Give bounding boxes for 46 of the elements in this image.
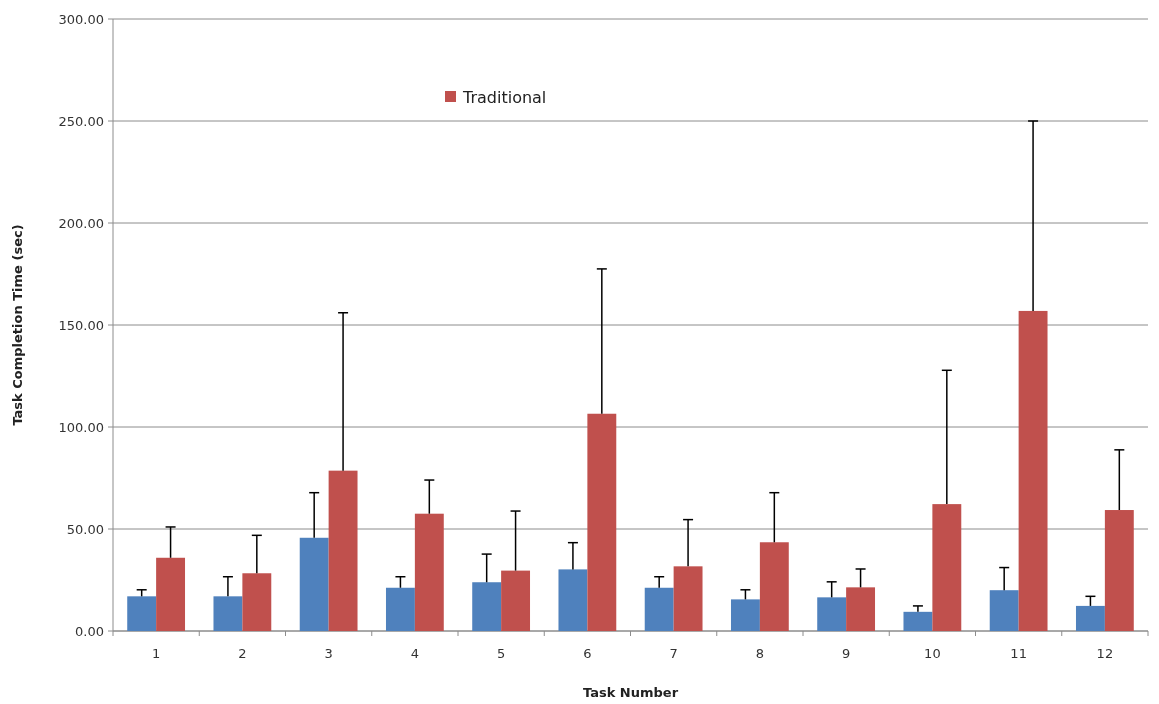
- x-tick-label: 4: [410, 646, 420, 661]
- x-axis-title: Task Number: [582, 685, 679, 700]
- x-tick-label: 9: [841, 646, 851, 661]
- bar: [558, 569, 588, 631]
- y-tick-label: 0.00: [75, 623, 104, 639]
- bar: [472, 582, 502, 631]
- bar: [644, 587, 674, 631]
- y-tick-label: 200.00: [58, 215, 104, 231]
- x-tick-label: 5: [496, 646, 506, 661]
- bar: [385, 587, 415, 631]
- y-tick-label: 100.00: [58, 419, 104, 435]
- bar: [817, 597, 847, 631]
- x-tick-label: 6: [583, 646, 592, 661]
- x-tick-label: 8: [755, 646, 765, 661]
- y-axis-title: Task Completion Time (sec): [10, 224, 25, 426]
- legend-label: Traditional: [462, 87, 547, 107]
- y-tick-label: 250.00: [58, 113, 104, 129]
- bar: [127, 596, 157, 631]
- x-tick-label: 11: [1010, 646, 1027, 661]
- bar: [414, 513, 444, 631]
- bar: [501, 570, 531, 631]
- bar: [932, 504, 962, 631]
- bar: [673, 566, 703, 631]
- y-tick-label: 300.00: [58, 11, 104, 27]
- x-tick-label: 10: [924, 646, 941, 661]
- bar: [213, 596, 243, 631]
- bar: [156, 557, 186, 631]
- bar: [759, 542, 789, 631]
- bar: [903, 611, 933, 631]
- bar: [846, 587, 876, 631]
- bar: [1075, 605, 1105, 631]
- bar: [1104, 510, 1134, 631]
- bar: [989, 590, 1019, 631]
- bar: [299, 537, 329, 631]
- y-tick-label: 150.00: [58, 317, 104, 333]
- bar: [1018, 310, 1048, 631]
- x-tick-label: 2: [238, 646, 247, 661]
- bar: [242, 573, 272, 631]
- x-tick-label: 1: [151, 646, 161, 661]
- y-tick-label: 50.00: [66, 521, 104, 537]
- bar: [730, 599, 760, 631]
- x-tick-label: 3: [324, 646, 333, 661]
- x-tick-label: 12: [1096, 646, 1114, 661]
- bar: [328, 470, 358, 631]
- x-tick-label: 7: [669, 646, 678, 661]
- bar: [587, 413, 617, 631]
